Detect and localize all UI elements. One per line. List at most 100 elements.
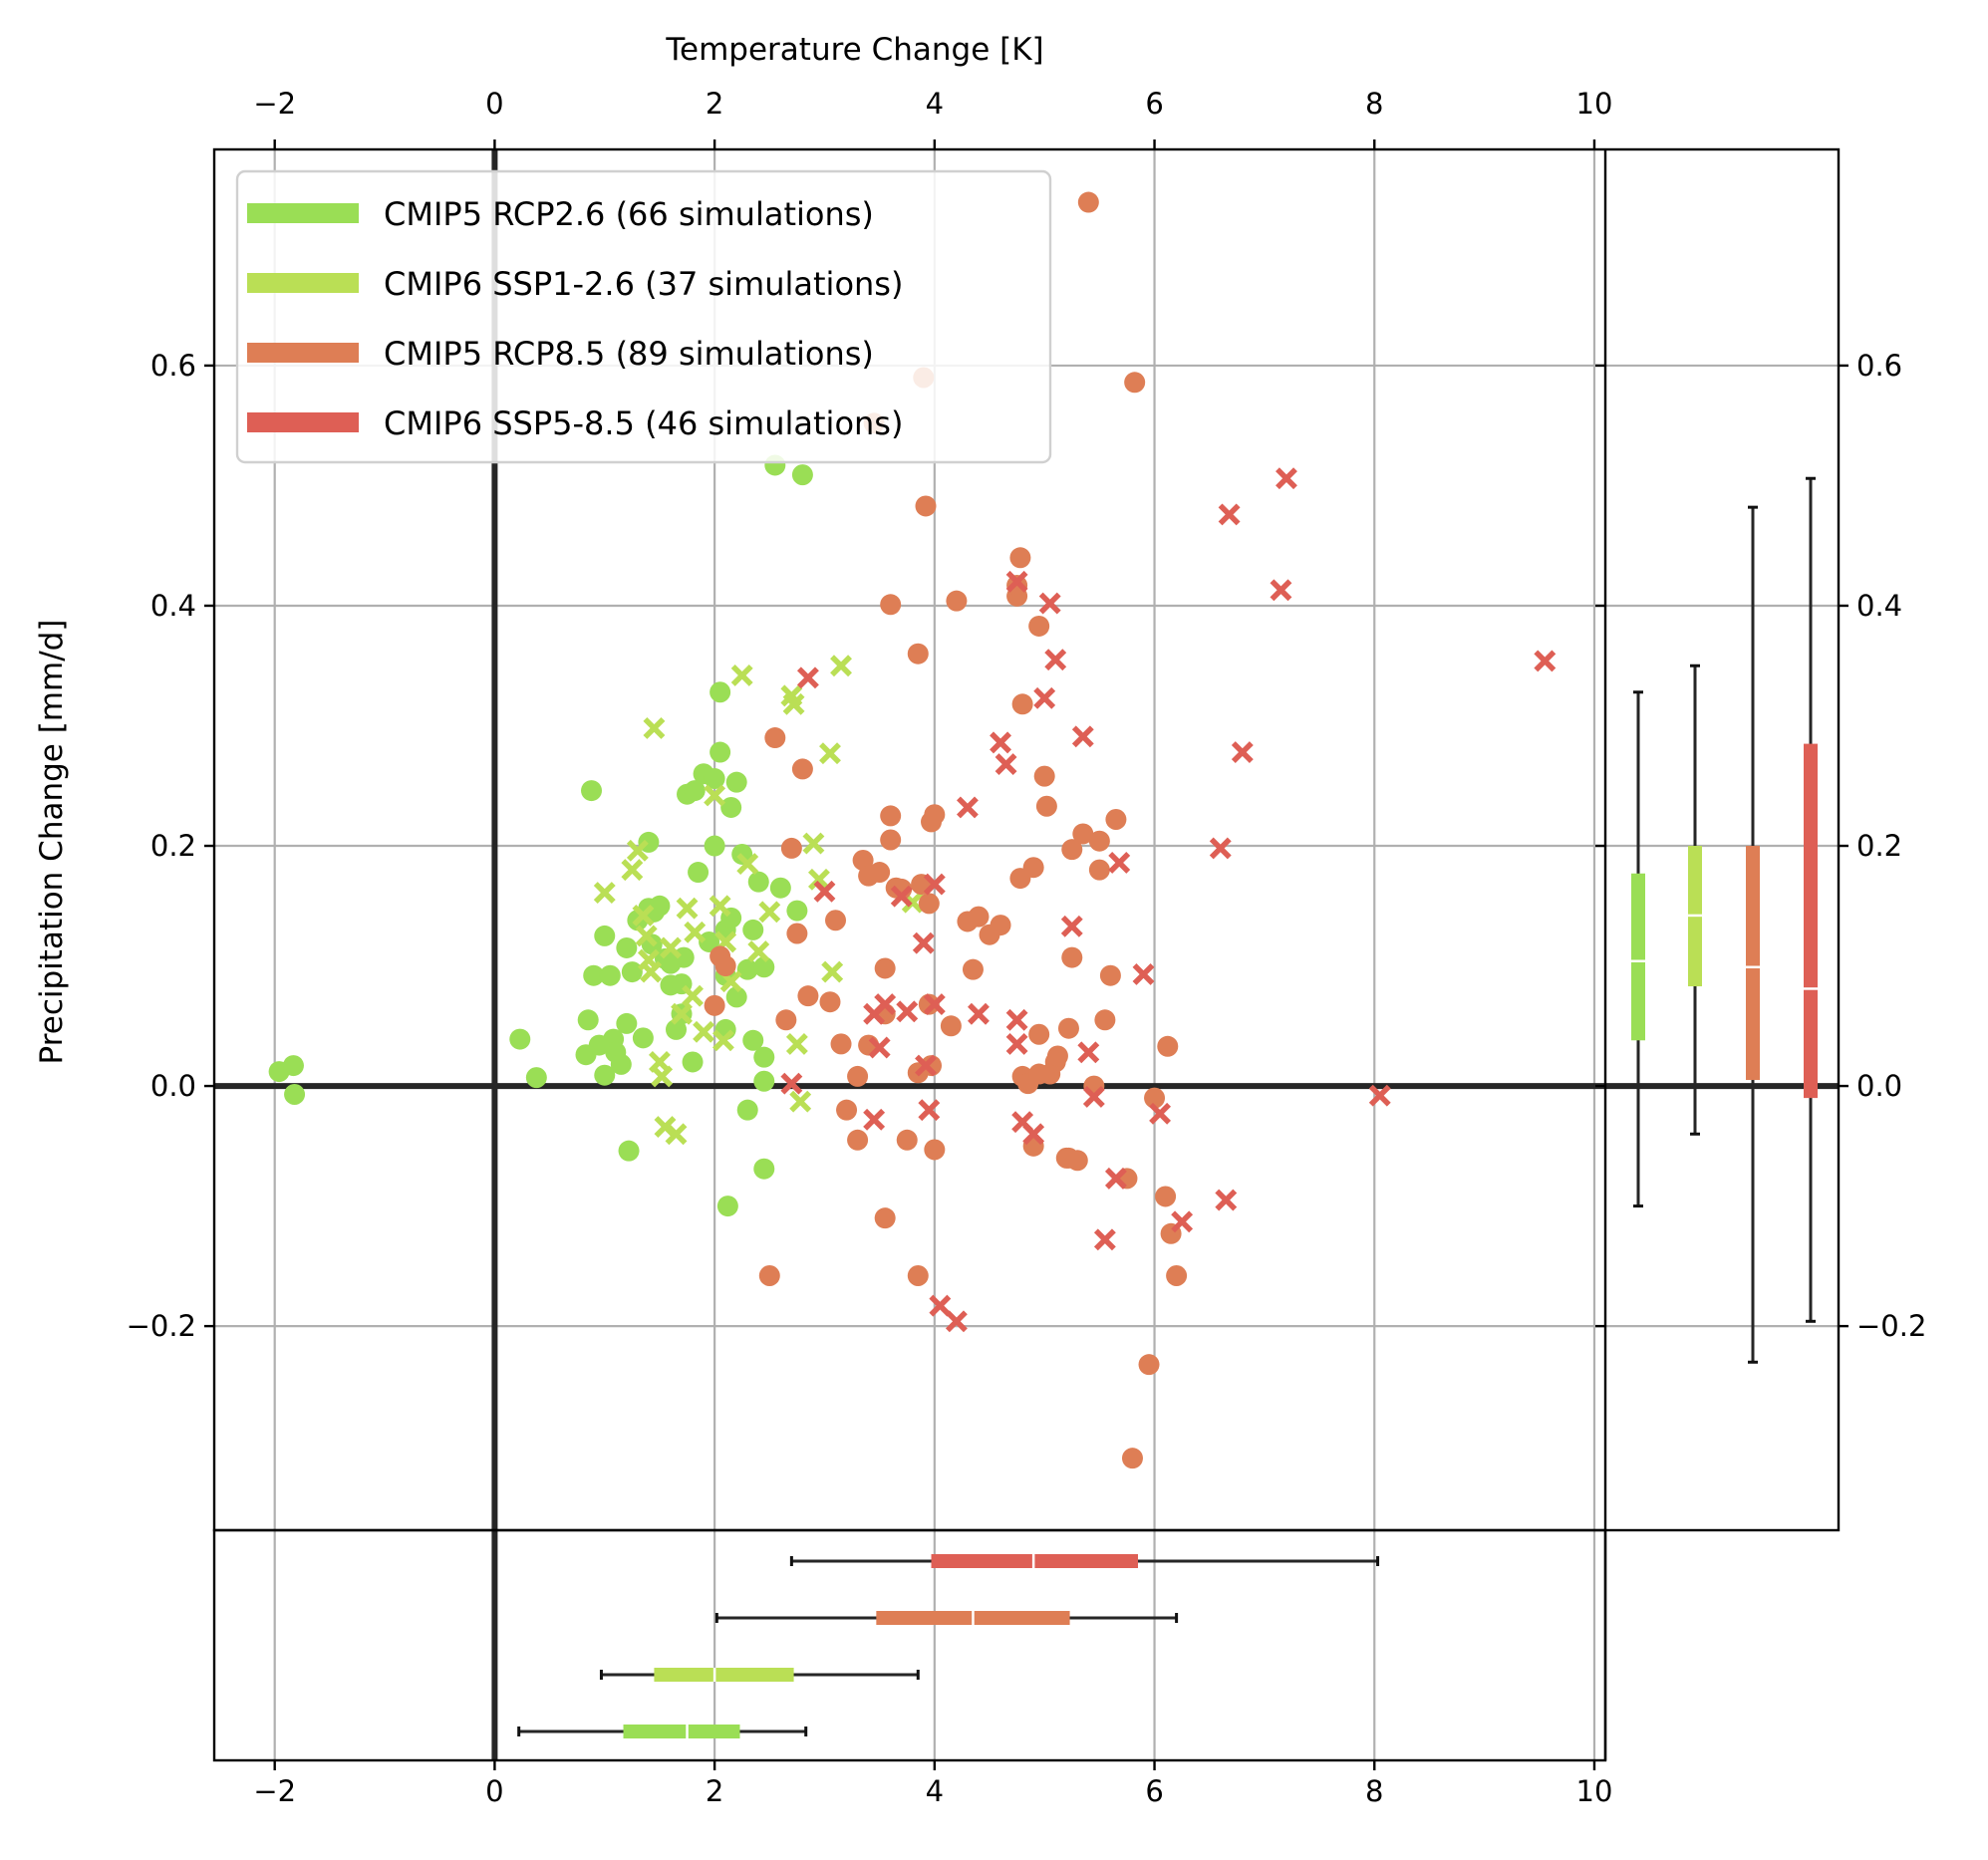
x-marker-stroke — [671, 1002, 693, 1025]
data-point-circle — [618, 1140, 640, 1162]
x-tick-label-bottom: 10 — [1576, 1774, 1613, 1808]
data-point-x — [945, 1310, 968, 1333]
data-point-x — [813, 880, 836, 903]
data-point-circle — [968, 906, 990, 928]
data-point-circle — [1061, 839, 1083, 861]
data-point-circle — [716, 1196, 738, 1217]
data-point-circle — [907, 1264, 929, 1286]
data-point-x — [671, 1002, 693, 1025]
x-marker-stroke — [709, 895, 731, 918]
data-point-x — [758, 901, 781, 924]
legend-swatch — [247, 203, 359, 223]
data-point-circle — [753, 1070, 775, 1092]
data-point-circle — [1057, 1147, 1079, 1169]
x-marker-stroke — [712, 1029, 734, 1052]
bottom-boxplot — [517, 1725, 808, 1738]
data-point-circle — [594, 1064, 616, 1086]
data-point-circle — [946, 590, 968, 612]
legend-swatch — [247, 343, 359, 363]
x-tick-label-top: 8 — [1365, 87, 1383, 121]
data-point-circle — [791, 758, 813, 780]
data-point-circle — [1155, 1186, 1177, 1207]
data-point-circle — [704, 994, 725, 1016]
x-marker-stroke — [901, 891, 924, 914]
data-point-circle — [1022, 857, 1044, 879]
data-point-circle — [907, 643, 929, 664]
data-point-circle — [616, 1012, 638, 1034]
data-point-x — [1215, 1189, 1238, 1211]
data-point-circle — [830, 1033, 852, 1055]
data-point-x — [968, 1002, 990, 1025]
data-point-circle — [758, 1264, 780, 1286]
data-point-x — [712, 1029, 734, 1052]
data-point-circle — [1035, 795, 1057, 817]
legend-swatch — [247, 412, 359, 432]
data-point-circle — [915, 495, 937, 517]
bottom-boxplot — [714, 1611, 1179, 1625]
data-point-x — [994, 753, 1017, 776]
x-marker-stroke — [684, 921, 707, 943]
x-marker-stroke — [747, 940, 770, 963]
data-point-circle — [1094, 1009, 1116, 1031]
data-point-circle — [780, 837, 802, 859]
frame-layer — [212, 147, 1841, 1762]
data-point-circle — [753, 1046, 775, 1068]
data-point-x — [1132, 963, 1155, 985]
data-point-x — [1209, 837, 1232, 860]
x-marker-stroke — [874, 993, 897, 1016]
legend-label: CMIP5 RCP8.5 (89 simulations) — [384, 335, 874, 373]
data-point-x — [808, 868, 830, 891]
data-point-circle — [1046, 1045, 1068, 1067]
data-point-circle — [284, 1084, 306, 1106]
x-tick-label-top: −2 — [253, 87, 296, 121]
data-point-x — [747, 940, 770, 963]
data-point-x — [1071, 725, 1094, 748]
x-marker-stroke — [813, 880, 836, 903]
x-marker-stroke — [1011, 1111, 1034, 1134]
box-layer — [517, 476, 1818, 1738]
data-point-circle — [786, 923, 808, 944]
data-point-circle — [869, 862, 891, 884]
x-tick-label-top: 4 — [926, 87, 944, 121]
data-point-circle — [1072, 823, 1094, 845]
data-point-circle — [509, 1028, 531, 1050]
data-point-x — [626, 839, 649, 862]
x-tick-label-top: 10 — [1576, 87, 1613, 121]
data-point-x — [912, 931, 935, 954]
data-point-x — [632, 904, 655, 927]
data-point-circle — [797, 985, 819, 1007]
data-point-x — [593, 882, 616, 904]
data-point-circle — [720, 796, 742, 818]
data-point-circle — [660, 952, 682, 974]
x-marker-stroke — [1209, 837, 1232, 860]
data-point-circle — [1105, 809, 1127, 831]
data-point-x — [1104, 1167, 1127, 1190]
data-point-circle — [282, 1055, 304, 1077]
x-marker-stroke — [1005, 570, 1028, 593]
y-axis-title: Precipitation Change [mm/d] — [34, 620, 70, 1065]
data-point-x — [956, 796, 979, 819]
x-marker-stroke — [789, 1090, 812, 1113]
data-point-x — [1149, 1102, 1172, 1125]
box — [1631, 873, 1645, 1041]
right-boxplot — [1688, 664, 1702, 1136]
y-tick-label-right: 0.0 — [1856, 1069, 1902, 1103]
x-marker-stroke — [782, 692, 805, 715]
x-tick-label-top: 0 — [485, 87, 503, 121]
data-point-circle — [632, 1027, 654, 1049]
data-point-circle — [688, 862, 710, 884]
data-point-circle — [649, 895, 671, 917]
data-point-x — [863, 1108, 886, 1131]
data-point-circle — [1028, 1063, 1050, 1085]
data-point-circle — [710, 681, 731, 703]
data-point-circle — [1061, 946, 1083, 968]
right-boxplot — [1631, 690, 1645, 1208]
x-marker-stroke — [758, 901, 781, 924]
x-marker-stroke — [929, 1294, 952, 1317]
data-point-x — [660, 936, 682, 959]
x-marker-stroke — [635, 925, 658, 947]
box — [654, 1668, 794, 1682]
x-marker-stroke — [1033, 686, 1056, 709]
data-point-circle — [616, 936, 638, 958]
x-marker-stroke — [923, 993, 946, 1016]
